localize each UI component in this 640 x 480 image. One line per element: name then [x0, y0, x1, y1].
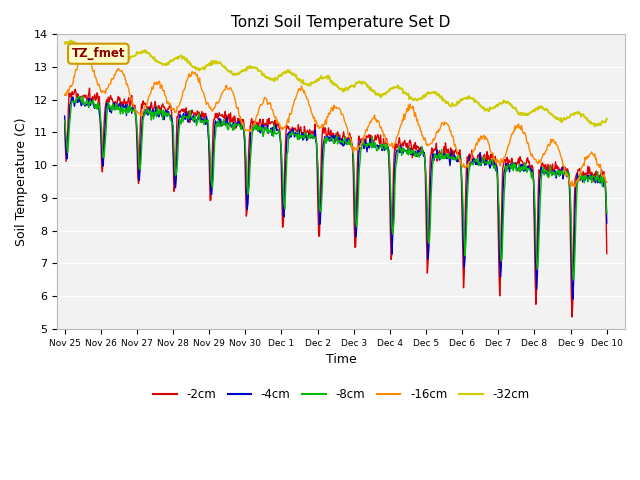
-16cm — [127, 95, 135, 101]
-16cm — [603, 179, 611, 185]
-8cm — [211, 138, 218, 144]
-32cm — [127, 54, 135, 60]
-2cm — [403, 144, 410, 150]
-32cm — [211, 59, 218, 65]
-32cm — [182, 57, 190, 62]
-2cm — [568, 314, 576, 320]
-16cm — [418, 133, 426, 139]
-4cm — [403, 148, 410, 154]
-32cm — [67, 37, 74, 43]
Y-axis label: Soil Temperature (C): Soil Temperature (C) — [15, 117, 28, 246]
-32cm — [603, 116, 611, 121]
-2cm — [211, 116, 218, 122]
-8cm — [70, 99, 78, 105]
Line: -16cm: -16cm — [65, 51, 607, 187]
-4cm — [603, 220, 611, 226]
-2cm — [182, 105, 190, 111]
-16cm — [570, 184, 578, 190]
-4cm — [127, 105, 135, 110]
-8cm — [570, 277, 577, 283]
-16cm — [81, 48, 89, 54]
-16cm — [403, 110, 410, 116]
-32cm — [591, 123, 598, 129]
-16cm — [182, 79, 190, 84]
-32cm — [418, 96, 426, 102]
-8cm — [603, 211, 611, 216]
-32cm — [71, 40, 79, 46]
Legend: -2cm, -4cm, -8cm, -16cm, -32cm: -2cm, -4cm, -8cm, -16cm, -32cm — [148, 384, 534, 406]
Line: -32cm: -32cm — [65, 40, 607, 126]
-8cm — [182, 114, 190, 120]
Line: -8cm: -8cm — [65, 96, 607, 280]
-8cm — [79, 93, 86, 99]
X-axis label: Time: Time — [326, 353, 356, 366]
Text: TZ_fmet: TZ_fmet — [72, 47, 125, 60]
Line: -2cm: -2cm — [65, 88, 607, 317]
Line: -4cm: -4cm — [65, 97, 607, 299]
-2cm — [70, 89, 78, 95]
-4cm — [182, 109, 190, 115]
-2cm — [603, 251, 611, 256]
-16cm — [211, 105, 218, 111]
-8cm — [61, 117, 68, 123]
-4cm — [569, 296, 577, 302]
-32cm — [403, 91, 410, 97]
-16cm — [61, 92, 68, 98]
-2cm — [127, 96, 135, 102]
-16cm — [70, 74, 78, 80]
-2cm — [86, 85, 93, 91]
-32cm — [61, 39, 68, 45]
-4cm — [71, 99, 79, 105]
-2cm — [61, 117, 68, 123]
-4cm — [69, 94, 77, 100]
-8cm — [127, 106, 135, 112]
Title: Tonzi Soil Temperature Set D: Tonzi Soil Temperature Set D — [232, 15, 451, 30]
-2cm — [418, 150, 426, 156]
-4cm — [418, 145, 426, 151]
-4cm — [61, 113, 68, 119]
-8cm — [403, 149, 410, 155]
-4cm — [211, 124, 218, 130]
-8cm — [418, 144, 426, 149]
